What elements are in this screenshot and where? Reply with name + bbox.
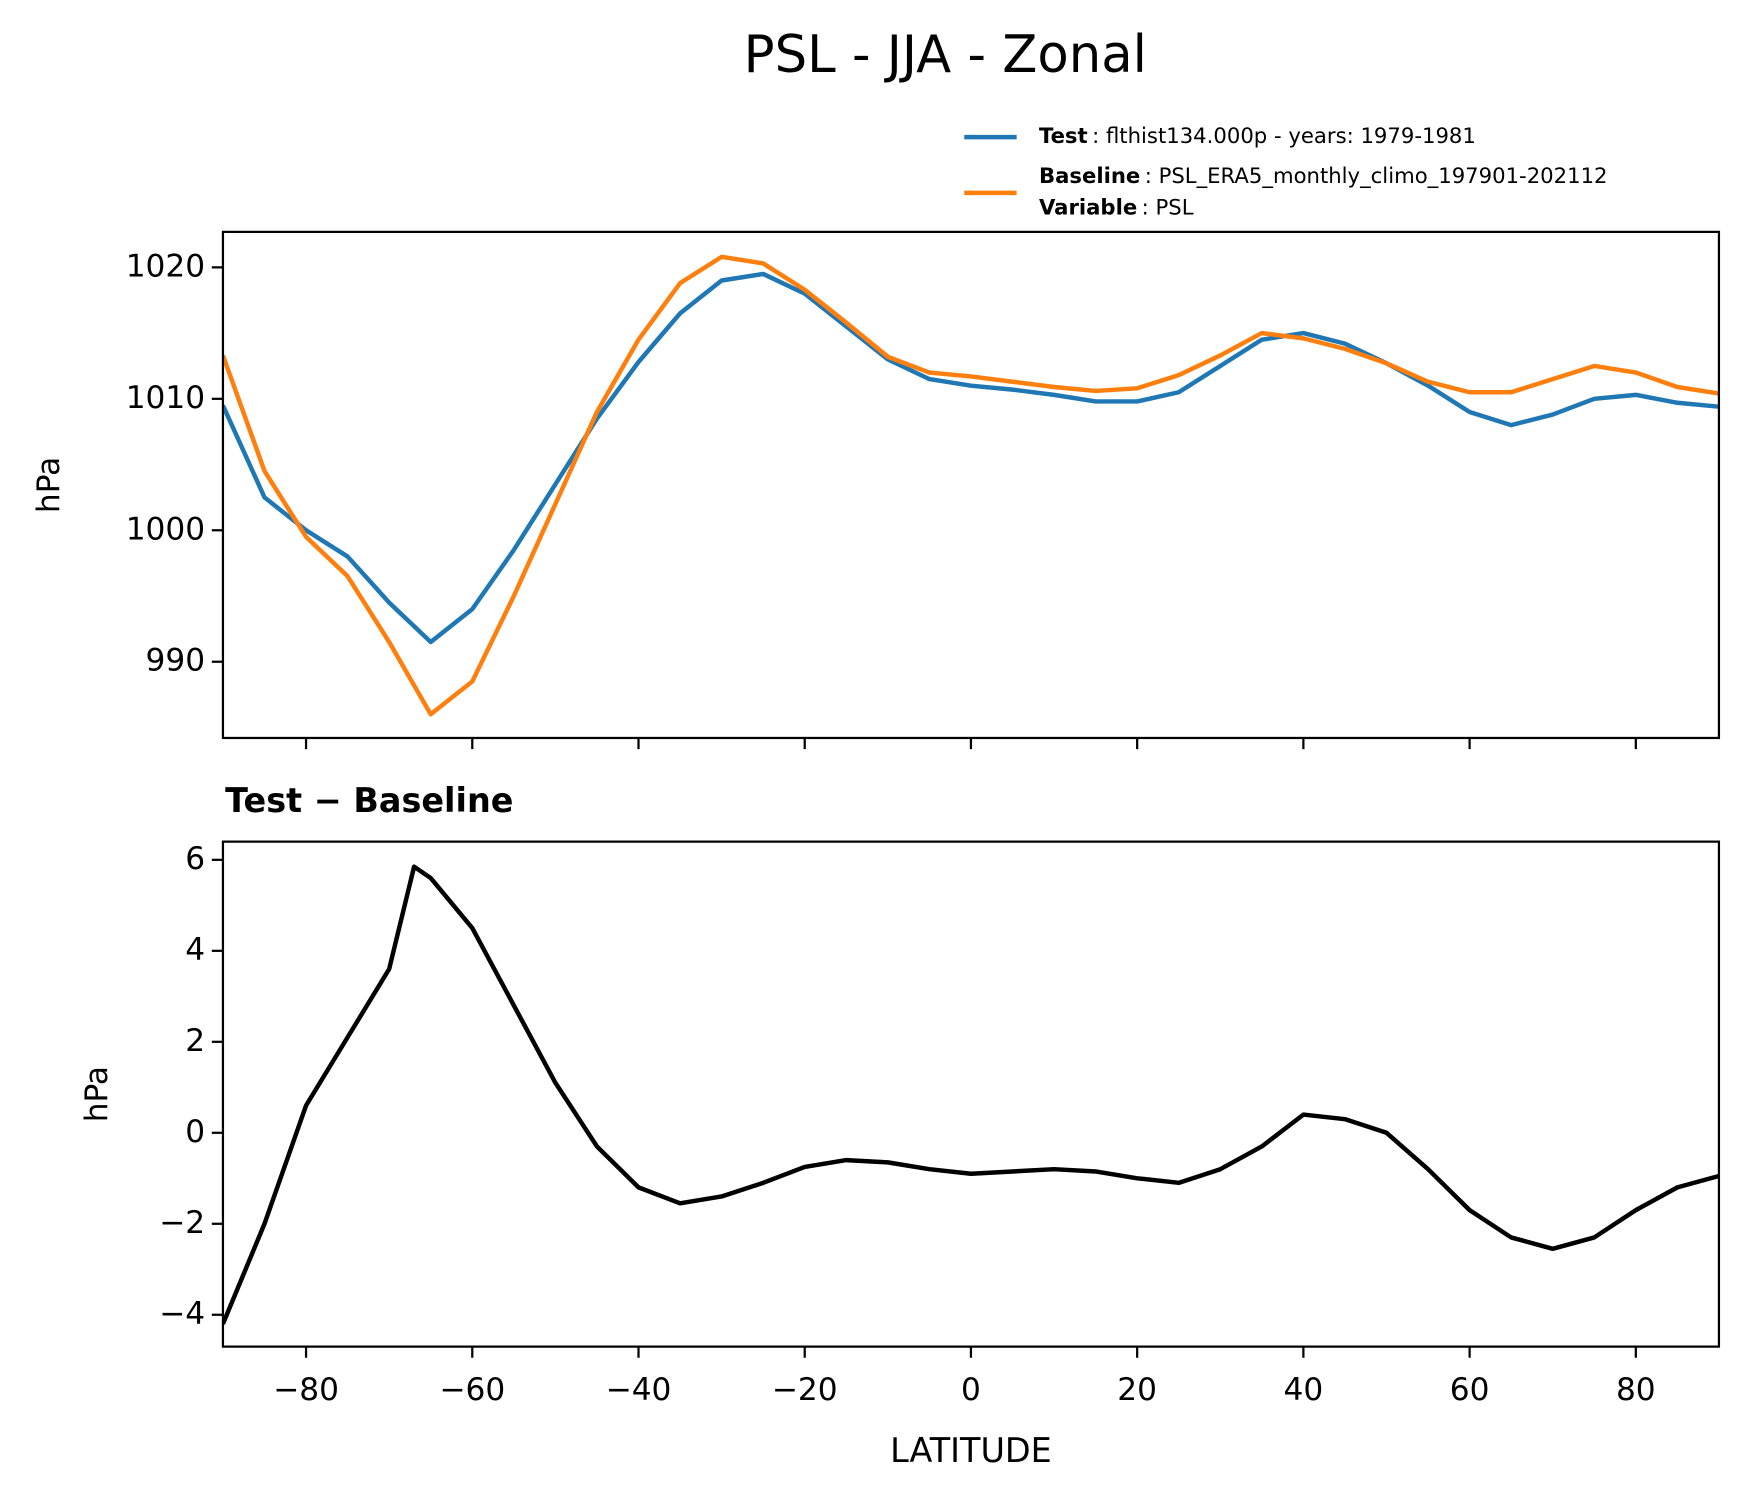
axes-frame bbox=[221, 840, 1721, 1348]
legend-name: Test bbox=[1039, 123, 1088, 148]
data-line bbox=[222, 864, 1719, 1325]
y-tick-label: 1010 bbox=[126, 380, 205, 416]
x-tick-label: −60 bbox=[439, 1372, 505, 1408]
data-line bbox=[222, 254, 1719, 717]
x-tick-label: 0 bbox=[961, 1372, 981, 1408]
subplot-title: Test − Baseline bbox=[225, 781, 513, 820]
x-tick-label: −40 bbox=[606, 1372, 672, 1408]
x-tick-label: 40 bbox=[1284, 1372, 1324, 1408]
y-tick-label: 1020 bbox=[126, 248, 205, 284]
figure-title: PSL - JJA - Zonal bbox=[744, 25, 1147, 85]
legend-entry: Baseline: PSL_ERA5_monthly_climo_197901-… bbox=[1039, 163, 1608, 189]
legend-name: Variable bbox=[1039, 194, 1137, 219]
y-tick-label: −2 bbox=[159, 1205, 205, 1241]
y-tick-label: 4 bbox=[185, 932, 205, 968]
y-tick-label: 0 bbox=[185, 1114, 205, 1150]
x-axis-label: LATITUDE bbox=[890, 1431, 1052, 1470]
y-tick-label: 990 bbox=[146, 643, 206, 679]
x-tick-label: 80 bbox=[1616, 1372, 1656, 1408]
x-tick-label: 60 bbox=[1450, 1372, 1490, 1408]
x-tick-label: 20 bbox=[1117, 1372, 1157, 1408]
y-tick-label: 6 bbox=[185, 841, 205, 877]
legend-name: Baseline bbox=[1039, 163, 1140, 188]
data-line bbox=[222, 271, 1719, 645]
legend-entry: Variable: PSL bbox=[1039, 194, 1194, 219]
y-tick-label: −4 bbox=[159, 1296, 205, 1332]
legend-label: : PSL bbox=[1142, 194, 1194, 219]
x-tick-label: −20 bbox=[772, 1372, 838, 1408]
y-axis-label: hPa bbox=[79, 1066, 115, 1122]
legend-label: : PSL_ERA5_monthly_climo_197901-202112 bbox=[1145, 163, 1608, 189]
x-tick-label: −80 bbox=[273, 1372, 339, 1408]
y-axis-label: hPa bbox=[31, 457, 67, 513]
axes-frame bbox=[221, 230, 1721, 740]
y-tick-label: 1000 bbox=[126, 511, 205, 547]
y-tick-label: 2 bbox=[185, 1023, 205, 1059]
legend-label: : flthist134.000p - years: 1979-1981 bbox=[1092, 123, 1476, 148]
legend-entry: Test: flthist134.000p - years: 1979-1981 bbox=[1039, 123, 1476, 148]
